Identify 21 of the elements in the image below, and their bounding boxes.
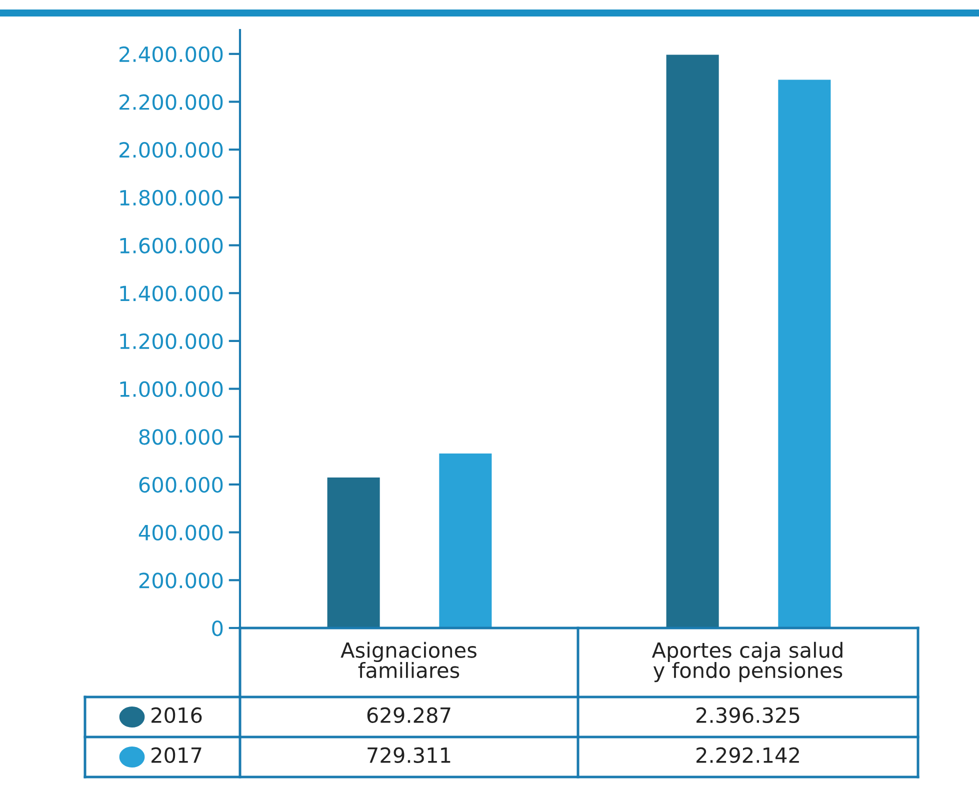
y-tick-label: 400.000 <box>138 524 223 541</box>
y-tick-label: 1.000.000 <box>120 381 223 398</box>
y-tick-label: 1.800.000 <box>120 190 223 206</box>
y-tick-label: 1.400.000 <box>120 286 223 302</box>
y-tick-label: 2.000.000 <box>120 142 223 158</box>
y-tick-label: 2.200.000 <box>120 94 223 110</box>
y-tick-label: 2.400.000 <box>120 46 223 62</box>
data-label: 2.396.325 <box>696 707 800 724</box>
x-tick-label: Asignaciones familiares <box>340 642 476 678</box>
y-tick-label: 1.200.000 <box>120 333 223 350</box>
data-label: 629.287 <box>367 707 450 724</box>
data-label: 729.311 <box>368 747 450 764</box>
y-tick-label: 800.000 <box>139 429 223 445</box>
y-tick-label: 200.000 <box>139 572 223 588</box>
y-tick-label: 0 <box>212 620 223 636</box>
data-label: 2.292.142 <box>696 747 799 764</box>
x-tick-label: Aportes caja salud y fondo pensiones <box>652 642 842 682</box>
y-tick-label: 600.000 <box>139 476 223 493</box>
y-tick-label: 1.600.000 <box>120 238 223 254</box>
legend-label: 2017 <box>152 747 202 764</box>
legend-label: 2016 <box>152 707 202 724</box>
